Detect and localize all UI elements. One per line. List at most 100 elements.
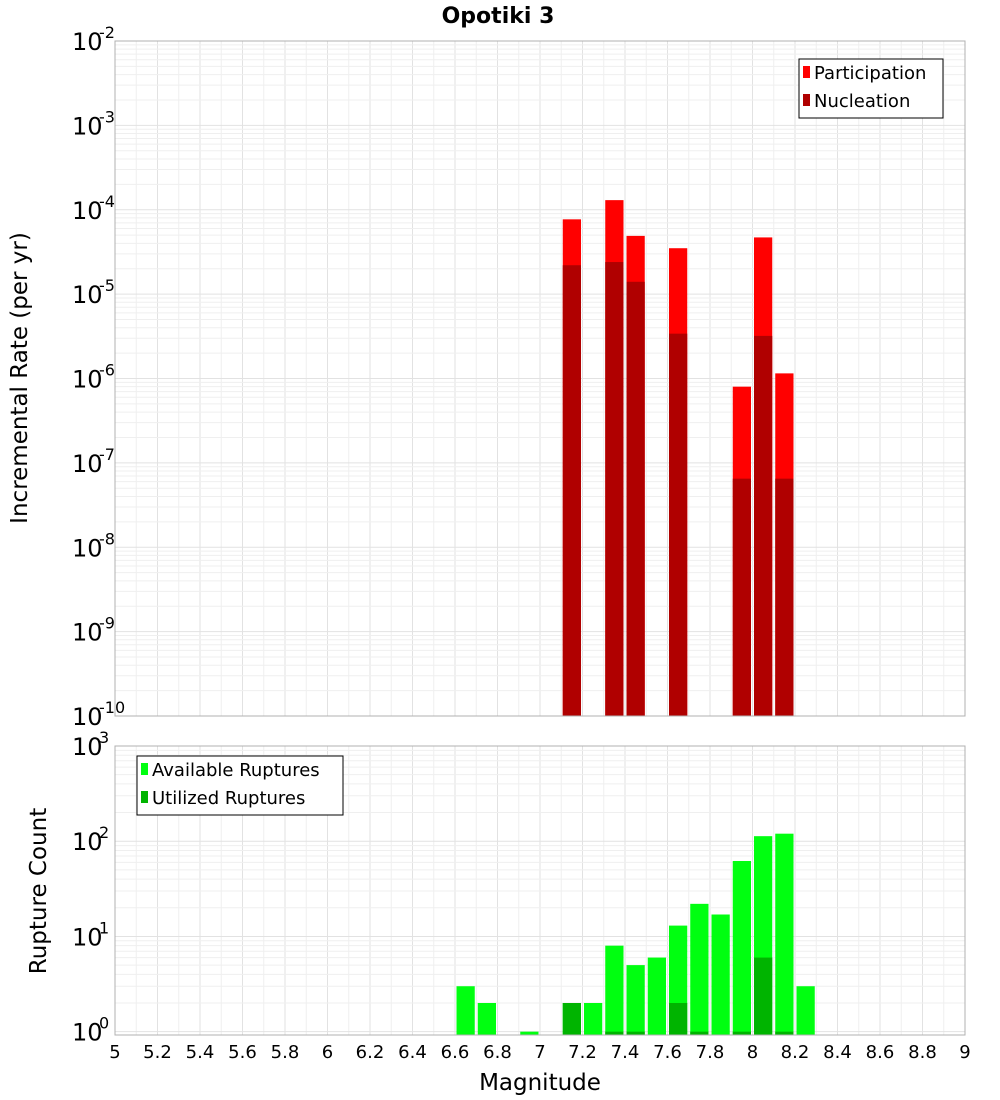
x-tick-label: 9 — [959, 1042, 970, 1063]
rate-y-tick-label: 10 — [72, 619, 103, 647]
x-tick-label: 8.4 — [823, 1042, 852, 1063]
rate-y-tick-label: 10 — [72, 703, 103, 731]
count-y-tick-exponent: 0 — [99, 1014, 109, 1033]
x-tick-label: 8.8 — [908, 1042, 937, 1063]
x-tick-label: 7.6 — [653, 1042, 682, 1063]
count-legend-label: Available Ruptures — [152, 760, 320, 781]
x-tick-label: 8.2 — [781, 1042, 810, 1063]
rate-y-tick-exponent: -5 — [99, 276, 115, 295]
x-tick-label: 7.4 — [611, 1042, 640, 1063]
rate-y-tick-label: 10 — [72, 197, 103, 225]
count-bar-a — [796, 986, 815, 1035]
rate-y-tick-label: 10 — [72, 28, 103, 56]
rate-legend-swatch — [803, 66, 810, 78]
rate-bar-b — [775, 478, 794, 716]
rate-bar-b — [754, 335, 773, 716]
rate-legend: Participation Nucleation — [798, 58, 944, 119]
x-tick-label: 7 — [534, 1042, 545, 1063]
rate-legend-label: Nucleation — [814, 91, 910, 112]
rate-y-tick-exponent: -3 — [99, 107, 115, 126]
rate-y-tick-label: 10 — [72, 534, 103, 562]
x-axis-label: Magnitude — [479, 1070, 601, 1096]
rate-y-ticks: 10-210-310-410-510-610-710-810-910-10 — [72, 23, 125, 731]
count-bar-a — [584, 1003, 603, 1035]
count-bar-b — [669, 1003, 688, 1035]
rate-y-axis-label: Incremental Rate (per yr) — [7, 232, 33, 524]
rate-y-tick-exponent: -6 — [99, 361, 115, 380]
count-legend-swatch — [141, 763, 148, 775]
count-bar-a — [775, 833, 794, 1035]
count-y-tick-label: 10 — [72, 1019, 103, 1047]
rate-y-tick-label: 10 — [72, 281, 103, 309]
x-tick-label: 5.2 — [143, 1042, 172, 1063]
x-ticks: 5 5.2 5.4 5.6 5.8 6 6.2 6.4 6.6 6.8 7 7.2 7.4 7.6 7.8 8… — [109, 1042, 970, 1063]
count-bar-a — [711, 914, 730, 1035]
rate-y-tick-exponent: -10 — [99, 698, 125, 717]
count-plot-frame — [114, 745, 966, 1036]
x-tick-label: 5.4 — [186, 1042, 215, 1063]
x-tick-label: 5.8 — [271, 1042, 300, 1063]
rate-legend-box — [798, 58, 944, 119]
x-tick-label: 6.4 — [398, 1042, 427, 1063]
rate-bar-b — [562, 265, 581, 716]
rate-y-tick-exponent: -4 — [99, 192, 115, 211]
count-legend-box — [136, 755, 344, 816]
count-bar-a — [605, 945, 624, 1035]
rate-bar-b — [605, 262, 624, 716]
count-bar-b — [626, 1031, 645, 1035]
rate-legend-swatch — [803, 94, 810, 106]
count-bars — [456, 833, 815, 1035]
count-y-tick-exponent: 3 — [99, 728, 109, 747]
count-y-tick-exponent: 2 — [99, 823, 109, 842]
x-tick-label: 6 — [322, 1042, 333, 1063]
x-tick-label: 6.8 — [483, 1042, 512, 1063]
x-tick-label: 7.2 — [568, 1042, 597, 1063]
count-bar-a — [732, 860, 751, 1035]
count-bar-a — [690, 903, 709, 1035]
count-y-tick-exponent: 1 — [99, 918, 109, 937]
x-tick-label: 6.6 — [441, 1042, 470, 1063]
count-bar-a — [626, 965, 645, 1035]
rate-bars — [562, 200, 794, 717]
rate-panel: 10-210-310-410-510-610-710-810-910-10 In… — [7, 23, 966, 731]
rate-bar-b — [732, 478, 751, 716]
count-bar-b — [605, 1031, 624, 1035]
count-y-axis-label: Rupture Count — [26, 808, 52, 974]
count-bar-b — [732, 1031, 751, 1035]
rate-legend-label: Participation — [814, 63, 926, 84]
count-bar-b — [562, 1003, 581, 1035]
rate-bar-b — [669, 333, 688, 716]
rate-y-tick-exponent: -9 — [99, 614, 115, 633]
x-tick-label: 5.6 — [228, 1042, 257, 1063]
x-tick-label: 6.2 — [356, 1042, 385, 1063]
count-bar-b — [754, 957, 773, 1035]
count-y-tick-label: 10 — [72, 923, 103, 951]
count-bar-a — [520, 1031, 539, 1035]
x-tick-label: 5 — [109, 1042, 120, 1063]
count-bar-a — [456, 986, 475, 1035]
rate-y-tick-label: 10 — [72, 450, 103, 478]
count-bar-b — [775, 1031, 794, 1035]
count-bar-a — [647, 957, 666, 1035]
count-y-tick-label: 10 — [72, 828, 103, 856]
rate-y-tick-exponent: -2 — [99, 23, 115, 42]
rate-y-tick-label: 10 — [72, 366, 103, 394]
count-legend-swatch — [141, 791, 148, 803]
rate-plot-frame — [114, 40, 966, 717]
rate-y-tick-label: 10 — [72, 112, 103, 140]
rate-bar-b — [626, 281, 645, 716]
x-tick-label: 7.8 — [696, 1042, 725, 1063]
x-tick-label: 8.6 — [866, 1042, 895, 1063]
count-y-tick-label: 10 — [72, 733, 103, 761]
x-tick-label: 8 — [747, 1042, 758, 1063]
count-bar-b — [690, 1031, 709, 1035]
rate-y-tick-exponent: -8 — [99, 529, 115, 548]
count-legend-label: Utilized Ruptures — [152, 788, 305, 809]
count-bar-a — [477, 1003, 496, 1035]
rate-grid — [114, 40, 966, 717]
chart-title: Opotiki 3 — [442, 4, 555, 29]
count-legend: Available Ruptures Utilized Ruptures — [136, 755, 344, 816]
